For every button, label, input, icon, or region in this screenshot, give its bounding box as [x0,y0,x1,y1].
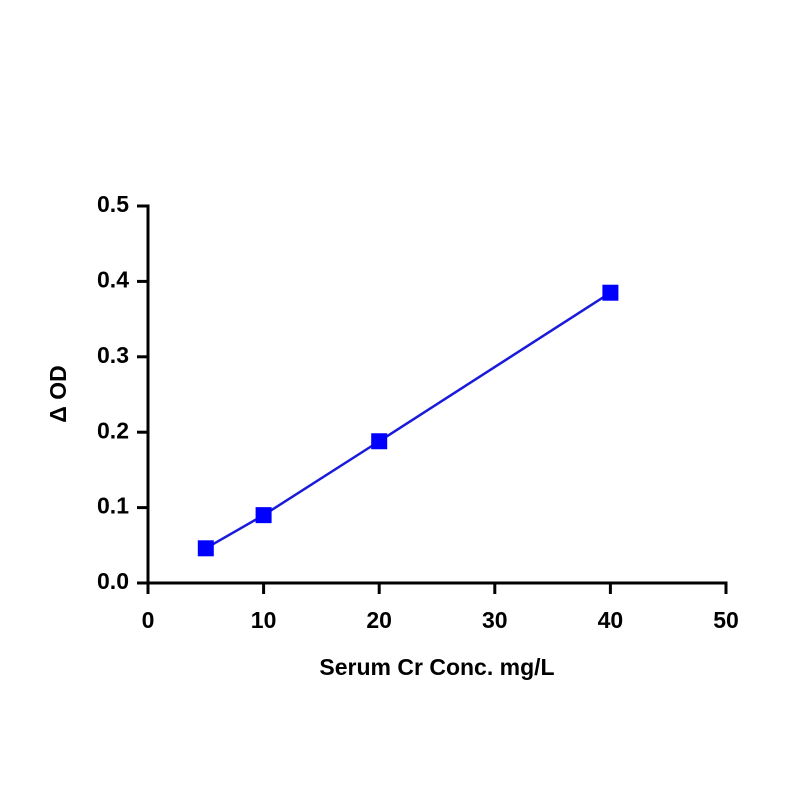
y-tick-label: 0.3 [97,342,129,368]
x-tick-label: 40 [598,607,624,633]
x-tick-label: 30 [482,607,508,633]
x-axis-title: Serum Cr Conc. mg/L [319,654,554,680]
x-tick-label: 20 [366,607,392,633]
y-tick-label: 0.2 [97,417,129,443]
y-tick-label: 0.5 [97,191,129,217]
y-tick-label: 0.0 [97,568,129,594]
data-point [197,540,214,557]
data-point [371,433,388,450]
data-point [255,507,272,524]
y-tick-label: 0.1 [97,493,129,519]
x-tick-label: 50 [713,607,739,633]
series-line [205,291,612,550]
y-axis-title: Δ OD [45,365,71,422]
data-point [602,284,619,301]
x-tick-label: 10 [251,607,277,633]
x-tick-label: 0 [142,607,155,633]
y-tick-label: 0.4 [97,266,129,292]
